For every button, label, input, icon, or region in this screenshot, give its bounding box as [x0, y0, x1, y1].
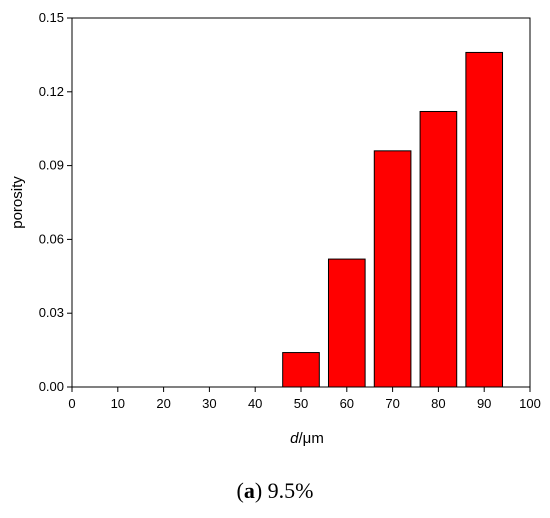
x-tick-label: 30 [202, 396, 216, 411]
x-tick-label: 100 [519, 396, 541, 411]
bar-90 [465, 51, 504, 388]
y-tick-label: 0.09 [39, 158, 64, 173]
x-tick-label: 50 [294, 396, 308, 411]
caption-open: ( [236, 478, 244, 503]
caption-letter: a [243, 478, 255, 503]
y-tick-label: 0.06 [39, 231, 64, 246]
x-axis-label-unit: /μm [299, 430, 324, 447]
x-axis-label-italic: d [290, 430, 299, 447]
x-tick-label: 10 [111, 396, 125, 411]
bar-50 [282, 352, 320, 388]
x-tick-label: 70 [385, 396, 399, 411]
y-tick-label: 0.12 [39, 84, 64, 99]
x-tick-label: 60 [340, 396, 354, 411]
x-tick-label: 80 [431, 396, 445, 411]
x-tick-label: 20 [156, 396, 170, 411]
bar-80 [419, 110, 458, 388]
x-tick-label: 0 [68, 396, 75, 411]
y-axis-label: porosity [9, 176, 26, 229]
bars-group [282, 51, 504, 388]
figure-caption: (a) 9.5% [0, 478, 550, 504]
x-axis: 0 10 20 30 40 50 60 70 80 90 100 [68, 387, 541, 411]
x-axis-label: d/μm [290, 430, 324, 447]
bar-60 [327, 258, 366, 388]
y-axis: 0.00 0.03 0.06 0.09 0.12 0.15 [39, 10, 72, 394]
bar-70 [373, 150, 412, 388]
x-tick-label: 90 [477, 396, 491, 411]
bar-chart: 0 10 20 30 40 50 60 70 80 90 100 0.000.030.060.090… [9, 10, 541, 447]
x-tick-label: 40 [248, 396, 262, 411]
plot-frame [71, 17, 531, 388]
caption-rest: ) 9.5% [254, 478, 314, 503]
y-tick-label: 0.15 [39, 10, 64, 25]
y-tick-label: 0.00 [39, 379, 64, 394]
y-tick-label: 0.03 [39, 305, 64, 320]
